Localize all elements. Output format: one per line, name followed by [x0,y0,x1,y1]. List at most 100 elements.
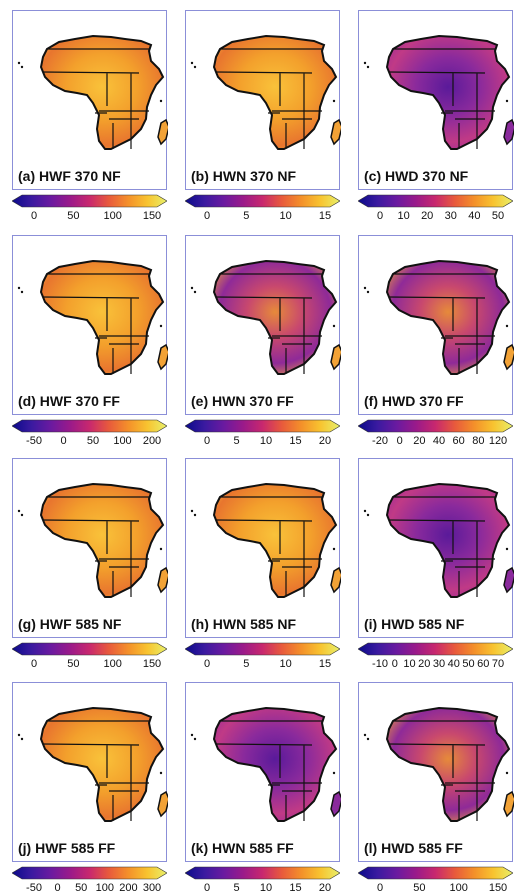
island-mark [363,286,367,290]
africa-landmass [385,259,511,375]
colorbar-tick-label: 200 [119,882,138,894]
panel-label: (l) HWD 585 FF [364,840,463,856]
colorbar-tick-label: 100 [103,658,122,670]
island-mark [17,733,21,737]
panel-label: (f) HWD 370 FF [364,393,464,409]
madagascar-shape [157,566,168,594]
africa-landmass [385,706,511,822]
island-mark [505,547,509,551]
island-mark [366,513,370,517]
island-mark [366,65,370,69]
colorbar-tick-label: 150 [488,882,508,894]
africa-map [190,706,341,822]
colorbar-tick-label: 5 [243,210,250,222]
colorbar-ticks: -50 0 50 100 200 300 [12,882,167,896]
colorbar-tick-label: 40 [468,210,481,222]
island-mark [159,547,163,551]
island-mark [159,324,163,328]
colorbar-gradient [12,194,167,208]
map-frame: (d) HWF 370 FF [12,235,168,415]
colorbar-tick-label: 50 [413,882,426,894]
island-mark [363,733,367,737]
colorbar [185,642,340,656]
island-mark [332,547,336,551]
colorbar-tick-label: 80 [472,435,485,447]
colorbar-tick-label: 10 [279,658,292,670]
madagascar-shape [330,790,341,818]
colorbar-ticks: 0 50 100 150 [12,658,167,672]
region-border [215,71,322,149]
colorbar-tick-label: 20 [318,435,332,447]
island-mark [366,737,370,741]
colorbar-tick-label: 50 [67,658,80,670]
panel-label: (c) HWD 370 NF [364,168,469,184]
colorbar-tick-label: 5 [233,882,240,894]
colorbar-tick-label: 100 [103,210,122,222]
panel-label: (a) HWF 370 NF [18,168,121,184]
island-mark [17,509,21,513]
region-border [42,296,149,374]
map-frame: (c) HWD 370 NF [358,10,514,190]
colorbar-gradient [358,866,513,880]
colorbar-tick-label: 5 [243,658,250,670]
island-mark [20,513,24,517]
colorbar [185,419,340,433]
africa-map [190,482,341,598]
colorbar-ticks: 0 5 10 15 20 [185,882,340,896]
colorbar-gradient [358,419,513,433]
africa-map [190,34,341,150]
colorbar-tick-label: -50 [26,882,42,894]
colorbar-tick-label: 15 [289,882,302,894]
colorbar-tick-label: 120 [488,435,508,447]
madagascar-shape [503,118,514,146]
madagascar-shape [157,118,168,146]
colorbar-tick-label: 0 [203,210,211,222]
colorbar-tick-label: 0 [30,210,38,222]
colorbar-tick-label: 30 [432,658,446,670]
colorbar-tick-label: 50 [75,882,88,894]
africa-landmass [385,34,511,150]
africa-map [363,482,514,598]
colorbar-tick-label: 0 [376,882,384,894]
panel-label: (g) HWF 585 NF [18,616,122,632]
map-frame: (e) HWN 370 FF [185,235,341,415]
colorbar-tick-label: 5 [233,435,240,447]
island-mark [159,771,163,775]
africa-map [363,706,514,822]
colorbar-ticks: -10 0 10 20 30 40 50 60 70 [358,658,513,672]
africa-map [363,34,514,150]
region-border [388,71,495,149]
island-mark [332,771,336,775]
africa-landmass [39,706,165,822]
colorbar-gradient [185,419,340,433]
colorbar-tick-label: 0 [391,658,398,670]
island-mark [332,99,336,103]
island-mark [159,99,163,103]
madagascar-shape [330,343,341,371]
region-border [388,296,495,374]
madagascar-shape [157,343,168,371]
colorbar-gradient [358,194,513,208]
region-border [215,296,322,374]
africa-landmass [385,482,511,598]
colorbar-tick-label: 0 [30,658,38,670]
colorbar-tick-label: 70 [491,658,505,670]
colorbar-tick-label: 60 [477,658,490,670]
africa-map [363,259,514,375]
island-mark [505,99,509,103]
colorbar-ticks: -50 0 50 100 200 [12,435,167,449]
africa-map [17,706,168,822]
colorbar-tick-label: 20 [421,210,434,222]
colorbar-tick-label: 0 [203,658,211,670]
panel-label: (k) HWN 585 FF [191,840,294,856]
map-frame: (k) HWN 585 FF [185,682,341,862]
island-mark [363,509,367,513]
island-mark [17,61,21,65]
colorbar-gradient [358,642,513,656]
region-border [215,519,322,597]
colorbar-tick-label: 20 [413,435,426,447]
colorbar [12,866,167,880]
island-mark [505,324,509,328]
colorbar-tick-label: 200 [142,435,162,447]
colorbar-tick-label: 40 [432,435,446,447]
